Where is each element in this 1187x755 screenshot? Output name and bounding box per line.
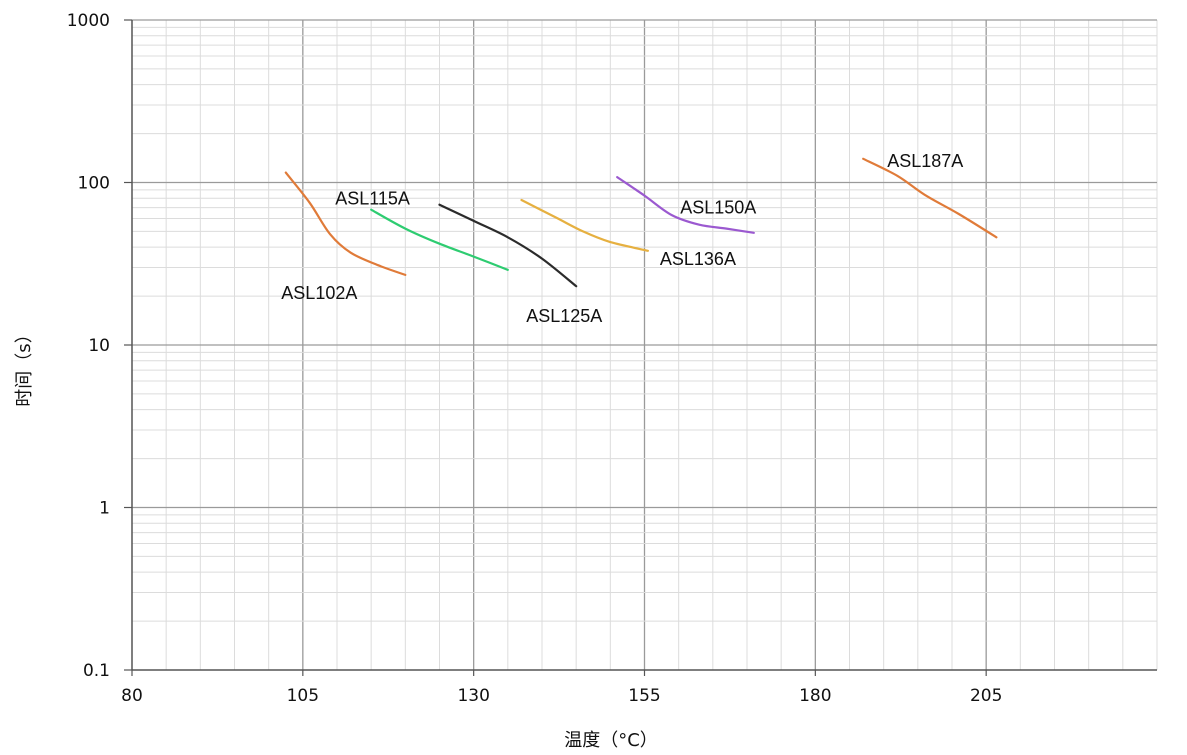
x-tick-label: 130 [457,686,489,706]
series-lines [284,157,998,288]
series-line-asl150a [616,176,755,234]
y-axis-title: 时间（s） [14,325,35,406]
x-tick-label: 105 [287,686,319,706]
series-line-asl102a [284,171,407,276]
y-tick-label: 1000 [67,11,110,31]
series-label-asl115a: ASL115A [335,189,410,209]
grid [132,19,1158,670]
series-label-asl150a: ASL150A [680,198,756,218]
x-tick-label: 155 [628,686,660,706]
series-line-asl115a [370,208,509,271]
series-line-asl187a [862,157,998,239]
series-line-asl125a [438,203,578,288]
series-label-asl102a: ASL102A [281,283,357,303]
y-tick-label: 100 [78,174,110,194]
series-label-asl125a: ASL125A [526,306,602,326]
axes [124,19,1157,676]
x-tick-label: 205 [970,686,1002,706]
x-axis-title: 温度（°C） [564,730,658,751]
y-tick-label: 10 [88,336,110,356]
x-tick-label: 180 [799,686,831,706]
series-labels: ASL102A ASL115A ASL125A ASL136A ASL150A ASL18… [281,151,963,326]
series-label-asl187a: ASL187A [887,151,963,171]
y-tick-label: 1 [99,499,110,519]
x-tick-label: 80 [121,686,143,706]
series-label-asl136a: ASL136A [660,249,736,269]
tick-labels: 80 105 130 155 180 205 0.1 1 10 100 1000 [67,11,1003,706]
series-line-asl136a [520,198,649,252]
y-tick-label: 0.1 [83,661,110,681]
